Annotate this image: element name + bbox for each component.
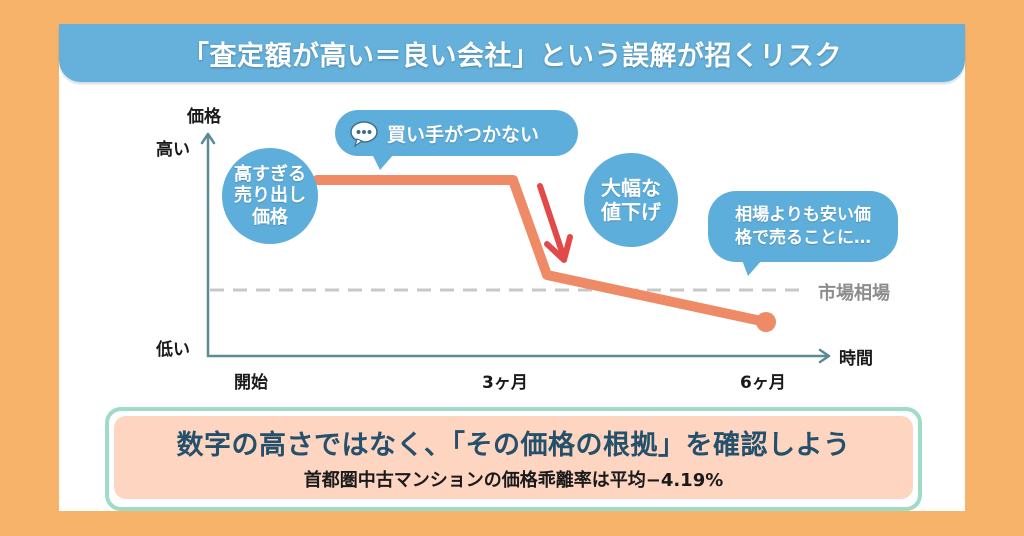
callout-box: 数字の高さではなく、「その価格の根拠」を確認しよう 首都圏中古マンションの価格乖…: [105, 407, 922, 511]
price-line: [312, 175, 771, 327]
x-axis-arrow-icon: [818, 348, 831, 364]
callout-main-text: 数字の高さではなく、「その価格の根拠」を確認しよう: [176, 430, 851, 461]
market-price-label: 市場相場: [818, 283, 890, 304]
x-tick-start: 開始: [234, 373, 268, 393]
no-buyer-text: 買い手がつかない: [387, 123, 540, 146]
high-price-line-2: 売り出し: [234, 185, 306, 207]
infographic-panel: 「査定額が高い＝良い会社」という誤解が招くリスク 価格 高い 低い 時間 開始 …: [59, 24, 965, 511]
y-axis-arrow-icon: [200, 132, 216, 145]
below-market-bubble: 相場よりも安い価 格で売ることに…: [708, 191, 898, 262]
high-price-line-3: 価格: [252, 206, 288, 228]
x-tick-6-months: 6ヶ月: [740, 373, 786, 393]
price-cut-line-1: 大幅な: [601, 176, 661, 200]
no-buyer-bubble: 買い手がつかない: [335, 110, 578, 156]
y-low-label: 低い: [156, 340, 190, 360]
below-market-bubble-tail: [742, 260, 762, 276]
x-tick-3-months: 3ヶ月: [482, 373, 528, 393]
below-market-line-1: 相場よりも安い価: [735, 204, 871, 225]
title-banner: 「査定額が高い＝良い会社」という誤解が招くリスク: [59, 24, 965, 82]
x-axis-title: 時間: [839, 349, 873, 369]
high-price-line-1: 高すぎる: [234, 163, 306, 185]
high-price-annotation: 高すぎる 売り出し 価格: [222, 148, 318, 244]
page-title: 「査定額が高い＝良い会社」という誤解が招くリスク: [182, 40, 842, 72]
callout-sub-text: 首都圏中古マンションの価格乖離率は平均−4.19%: [303, 470, 724, 491]
price-cut-annotation: 大幅な 値下げ: [584, 153, 678, 247]
price-end-dot: [756, 312, 776, 332]
y-axis-title: 価格: [187, 107, 221, 127]
price-drop-arrow-icon: [537, 183, 565, 255]
callout-inner: 数字の高さではなく、「その価格の根拠」を確認しよう 首都圏中古マンションの価格乖…: [114, 416, 913, 499]
speech-bubble-dots-icon: [349, 121, 379, 148]
price-cut-line-2: 値下げ: [601, 200, 661, 224]
y-high-label: 高い: [156, 140, 190, 160]
price-drop-arrowhead-icon: [544, 234, 573, 263]
no-buyer-bubble-tail: [372, 154, 394, 170]
price-chart: [200, 132, 831, 364]
below-market-line-2: 格で売ることに…: [735, 227, 871, 248]
